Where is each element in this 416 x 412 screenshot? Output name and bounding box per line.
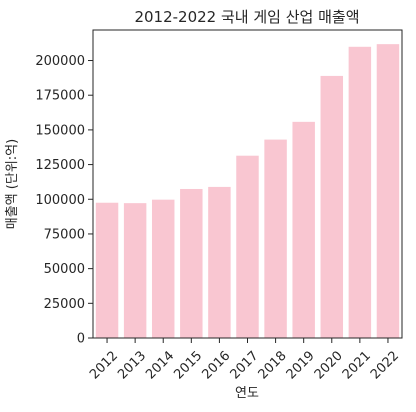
bar-2014: [151, 199, 175, 338]
y-tick-label: 75000: [44, 227, 85, 242]
y-tick-label: 125000: [35, 158, 85, 173]
plot-frame: [92, 29, 403, 339]
x-tick-label-2012: 2012: [87, 348, 121, 382]
x-tick-label-2016: 2016: [199, 348, 233, 382]
x-tick-label-2021: 2021: [340, 348, 374, 382]
y-tick-label: 200000: [35, 54, 85, 69]
bar-2019: [292, 121, 315, 338]
x-tick-label-2019: 2019: [284, 348, 318, 382]
y-tick-label: 50000: [44, 262, 85, 277]
bar-2015: [180, 188, 203, 338]
x-tick-label-2017: 2017: [228, 348, 262, 382]
bar-2016: [208, 186, 231, 338]
x-tick-label-2015: 2015: [171, 348, 205, 382]
x-tick-label-2018: 2018: [256, 348, 290, 382]
bar-2021: [348, 46, 372, 338]
x-tick-label-2020: 2020: [312, 348, 346, 382]
y-tick-label: 25000: [44, 297, 85, 312]
chart-title: 2012-2022 국내 게임 산업 매출액: [134, 8, 359, 26]
bar-2020: [320, 75, 344, 339]
x-tick-label-2013: 2013: [115, 348, 149, 382]
x-axis-title: 연도: [235, 386, 259, 401]
bar-2012: [95, 202, 119, 338]
x-tick-label-2014: 2014: [143, 348, 177, 382]
y-tick-label: 100000: [35, 193, 85, 208]
y-tick-label: 0: [77, 332, 85, 347]
bar-2022: [376, 44, 400, 339]
x-tick-label-2022: 2022: [368, 348, 402, 382]
x-axis-ticks: 2012201320142015201620172018201920202021…: [87, 338, 402, 382]
bar-2018: [264, 139, 287, 338]
y-axis-ticks: 0 25000 50000 75000 100000 125000 150000 175000…: [35, 54, 93, 347]
bar-2013: [123, 203, 147, 338]
y-tick-label: 175000: [35, 89, 85, 104]
bar-2017: [236, 155, 259, 338]
y-tick-label: 150000: [35, 123, 85, 138]
y-axis-title: 매출액 (단위:억): [5, 139, 20, 229]
bars-group: [95, 44, 400, 339]
